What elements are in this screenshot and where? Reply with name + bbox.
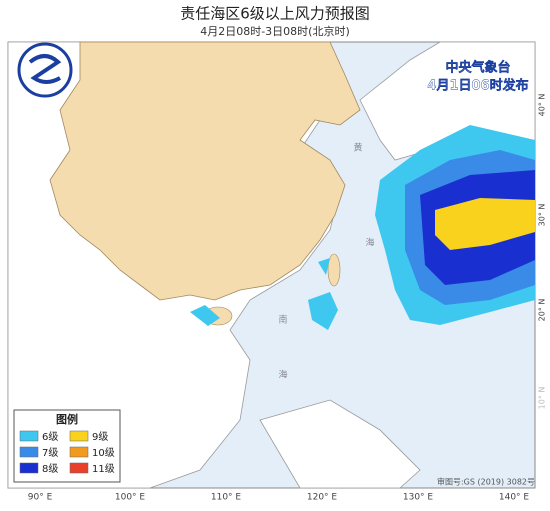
longitude-label: 90° E <box>28 493 53 503</box>
longitude-label: 140° E <box>499 493 530 503</box>
legend-swatch <box>19 430 39 442</box>
latitude-label: 30° N <box>538 204 547 227</box>
logo-mark <box>28 54 62 84</box>
latitude-label: 10° N <box>538 387 547 410</box>
longitude-label: 130° E <box>403 493 434 503</box>
longitude-label: 100° E <box>115 493 146 503</box>
logo <box>17 42 73 98</box>
legend-label: 8级 <box>42 463 58 475</box>
sea-label: 海 <box>278 369 287 381</box>
legend-swatch <box>69 446 89 458</box>
latitude-label: 20° N <box>538 299 547 322</box>
legend-label: 10级 <box>92 447 115 459</box>
legend-label: 6级 <box>42 431 58 443</box>
taiwan <box>327 253 341 287</box>
title: 责任海区6级以上风力预报图 <box>180 5 370 23</box>
legend-swatch <box>69 462 89 474</box>
legend: 图例 6级 7级 8级 9级 10级 11级 <box>13 409 121 483</box>
map-frame <box>7 41 536 489</box>
issuer-name: 中央气象台 <box>445 60 510 76</box>
legend-swatch <box>19 446 39 458</box>
china-land <box>49 41 361 301</box>
issue-time: 4月1日06时发布 <box>427 78 528 94</box>
legend-label: 7级 <box>42 447 58 459</box>
wind-area-6 <box>190 305 220 326</box>
approval-number: 审图号:GS (2019) 3082号 <box>437 477 535 487</box>
sea-label: 海 <box>365 237 374 249</box>
longitude-label: 110° E <box>211 493 242 503</box>
sea-label: 黄 <box>353 142 362 154</box>
wind-area-9 <box>435 198 535 250</box>
legend-swatch <box>69 430 89 442</box>
longitude-label: 120° E <box>307 493 338 503</box>
wind-area-6 <box>318 258 330 275</box>
legend-label: 9级 <box>92 431 108 443</box>
sea-label: 南 <box>278 314 287 326</box>
land <box>259 399 421 489</box>
wind-area-6 <box>308 292 338 330</box>
latitude-label: 40° N <box>538 94 547 117</box>
legend-title: 图例 <box>56 412 78 426</box>
legend-swatch <box>19 462 39 474</box>
subtitle: 4月2日08时-3日08时(北京时) <box>200 24 350 38</box>
legend-label: 11级 <box>92 463 115 475</box>
